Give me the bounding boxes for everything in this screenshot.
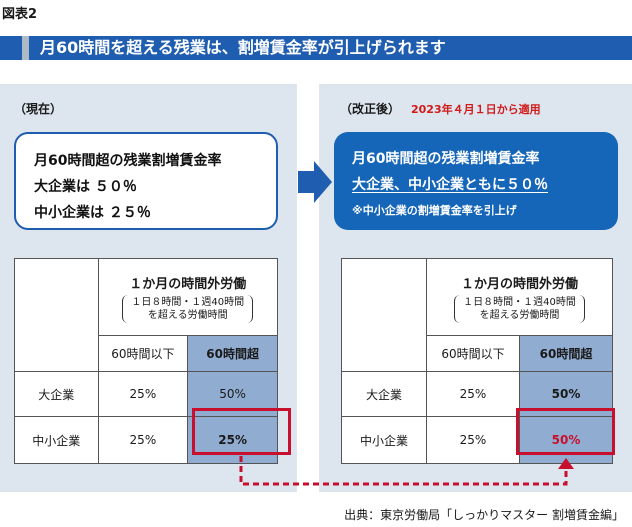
callout-heading: 月60時間超の残業割増賃金率 xyxy=(34,153,222,169)
callout-sme: 中小企業は ２５％ xyxy=(34,205,151,221)
revised-rate-callout: 月60時間超の残業割増賃金率 大企業、中小企業ともに５０％ ※中小企業の割増賃金… xyxy=(334,132,618,230)
current-rate-callout: 月60時間超の残業割増賃金率 大企業は ５０％ 中小企業は ２５％ xyxy=(14,132,278,230)
arrow-right-icon xyxy=(298,161,332,203)
column-header-under60: 60時間以下 xyxy=(97,335,189,372)
source-citation: 出典：東京労働局「しっかりマスター 割増賃金編」 xyxy=(344,508,624,522)
row-label: 中小企業 xyxy=(14,416,99,464)
cell-value: 25% xyxy=(97,371,189,417)
header-note-line1: １日８時間・１週40時間 xyxy=(131,297,245,308)
header-note-line2: を超える労働時間 xyxy=(147,310,228,321)
table-header-title: １か月の時間外労働 xyxy=(460,277,578,292)
revised-sme-highlight xyxy=(516,408,615,455)
effective-date: 2023年４月１日から適用 xyxy=(411,103,541,116)
table-row: 中小企業 25% 25% xyxy=(14,416,278,464)
table-header-note: １日８時間・１週40時間 を超える労働時間 xyxy=(454,295,585,323)
table-header: １か月の時間外労働 １日８時間・１週40時間 を超える労働時間 xyxy=(426,258,613,336)
figure-label: 図表2 xyxy=(2,7,38,22)
row-label: 大企業 xyxy=(14,371,99,417)
table-header-note: １日８時間・１週40時間 を超える労働時間 xyxy=(122,295,254,323)
current-tag: （現在） xyxy=(14,102,63,116)
revised-tag: （改正後） xyxy=(340,102,401,116)
cell-value: 25% xyxy=(187,416,278,464)
table-header-title: １か月の時間外労働 xyxy=(129,277,247,292)
table-corner xyxy=(14,258,99,372)
page-title: 月60時間を超える残業は、割増賃金率が引上げられます xyxy=(40,38,446,57)
title-band xyxy=(0,36,632,60)
column-header-over60: 60時間超 xyxy=(519,335,613,372)
title-accent-bar xyxy=(22,36,29,60)
row-label: 中小企業 xyxy=(341,416,427,464)
column-header-over60: 60時間超 xyxy=(187,335,278,372)
cell-value: 25% xyxy=(97,416,189,464)
callout-note: ※中小企業の割増賃金率を引上げ xyxy=(352,204,517,217)
header-note-line1: １日８時間・１週40時間 xyxy=(463,297,576,308)
callout-all-companies: 大企業、中小企業ともに５０％ xyxy=(352,177,548,193)
cell-value: 25% xyxy=(426,371,520,417)
table-header: １か月の時間外労働 １日８時間・１週40時間 を超える労働時間 xyxy=(97,258,279,336)
column-header-under60: 60時間以下 xyxy=(426,335,520,372)
callout-heading: 月60時間超の残業割増賃金率 xyxy=(352,151,540,167)
callout-large-company: 大企業は ５０％ xyxy=(34,179,137,195)
header-note-line2: を超える労働時間 xyxy=(479,310,560,321)
current-sme-highlight xyxy=(192,408,291,455)
table-row: 大企業 25% 50% xyxy=(14,371,278,417)
row-label: 大企業 xyxy=(341,371,427,417)
current-rate-table: １か月の時間外労働 １日８時間・１週40時間 を超える労働時間 60時間以下 60… xyxy=(14,258,279,464)
cell-value: 25% xyxy=(426,416,520,464)
table-corner xyxy=(341,258,427,372)
